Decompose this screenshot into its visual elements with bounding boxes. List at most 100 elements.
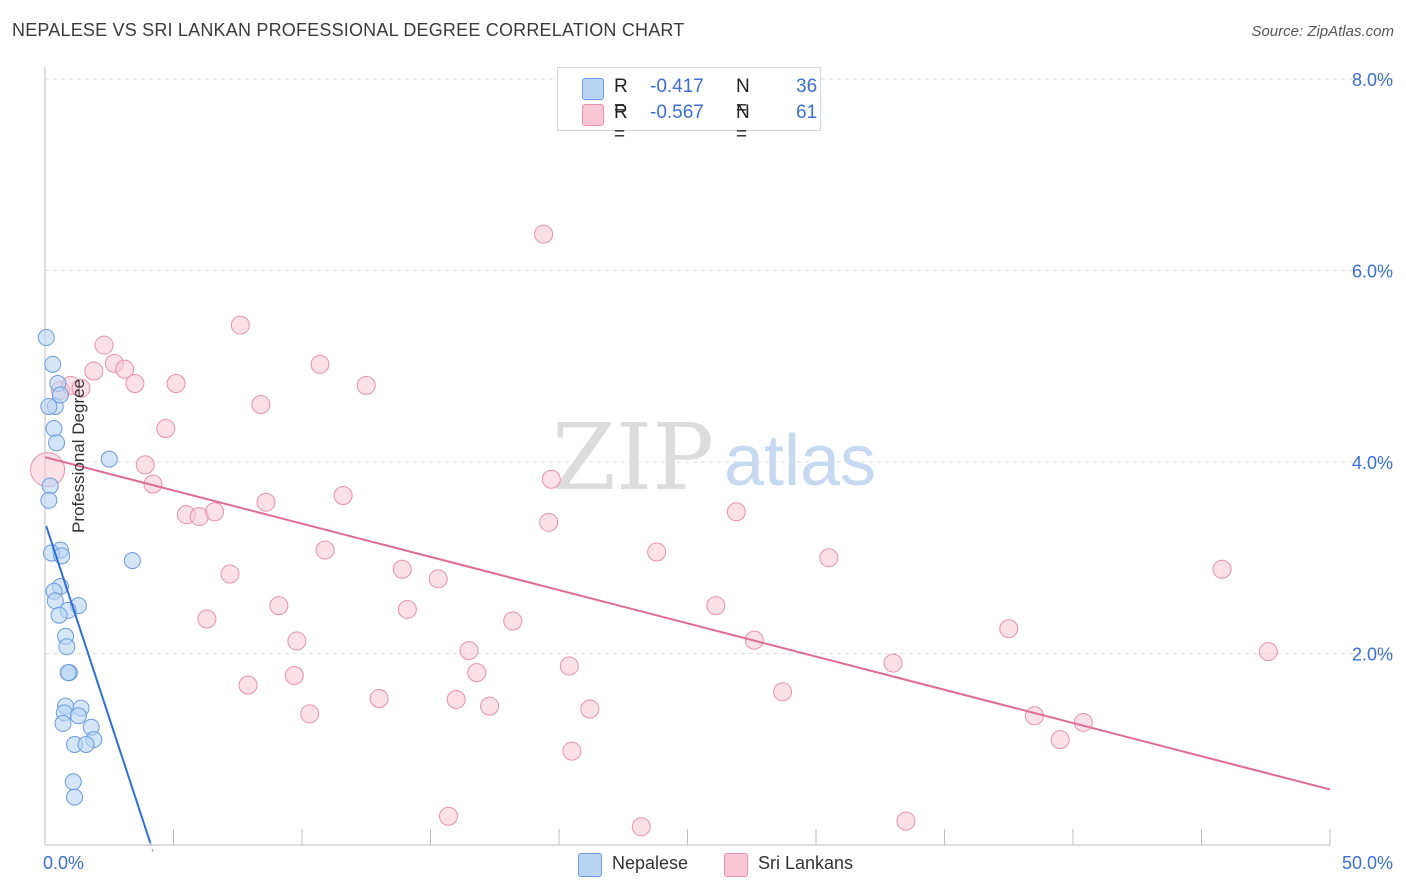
nepalese-point <box>58 638 76 656</box>
sri-lankans-point <box>125 373 145 393</box>
y-tick-label: 6.0% <box>1352 262 1393 282</box>
sri-lankans-point <box>467 663 487 683</box>
nepalese-point <box>59 664 77 682</box>
nepalese-point <box>66 788 84 806</box>
series-legend: Nepalese Sri Lankans <box>0 851 1406 877</box>
nepalese-point <box>50 606 68 624</box>
sri-lankans-swatch <box>724 853 748 877</box>
sri-lankans-point <box>647 542 667 562</box>
sri-lankans-point <box>580 699 600 719</box>
sri-lankans-point <box>631 817 651 837</box>
y-tick-label: 4.0% <box>1352 453 1393 473</box>
sri-lankans-point <box>1212 559 1232 579</box>
sri-lankans-point <box>71 378 91 398</box>
y-tick-label: 8.0% <box>1352 70 1393 90</box>
trend-lines <box>44 456 1331 853</box>
grid <box>45 78 1393 654</box>
nepalese-point <box>54 714 72 732</box>
sri-lankans-point <box>459 641 479 661</box>
sri-lankans-point <box>94 335 114 355</box>
nepalese-swatch <box>582 78 604 100</box>
nepalese-point <box>48 434 66 452</box>
sri-lankans-point <box>333 486 353 506</box>
nepalese-point <box>77 735 95 753</box>
nepalese-point <box>100 450 118 468</box>
y-tick-label: 2.0% <box>1352 645 1393 665</box>
sri-lankans-point <box>251 395 271 415</box>
nepalese-point <box>40 397 58 415</box>
x-tick-label: 50.0% <box>1342 853 1393 873</box>
sri-lankans-point <box>300 704 320 724</box>
chart-title: NEPALESE VS SRI LANKAN PROFESSIONAL DEGR… <box>12 20 685 40</box>
sri-lankans-point <box>726 502 746 522</box>
sri-lankans-point <box>773 682 793 702</box>
watermark-zip: ZIP <box>552 404 714 511</box>
sri-lankans-point <box>284 666 304 686</box>
r-label: R = <box>614 102 628 145</box>
n-value: 36 <box>796 76 818 97</box>
nepalese-point <box>64 773 82 791</box>
sri-lankans-point <box>1050 730 1070 750</box>
n-label: N = <box>736 102 750 145</box>
x-tick-label: 0.0% <box>43 853 84 873</box>
nepalese-point <box>123 552 141 570</box>
sri-lankans-point <box>84 361 104 381</box>
sri-lankans-point <box>428 569 448 589</box>
sri-lankans-point <box>541 469 561 489</box>
sri-lankans-point <box>220 564 240 584</box>
nepalese-point <box>45 419 63 437</box>
nepalese-trend-extension <box>149 842 155 853</box>
sri-lankans-point <box>166 373 186 393</box>
nepalese-point <box>40 491 58 509</box>
sri-lankans-point <box>1024 706 1044 726</box>
legend-label: Sri Lankans <box>758 853 854 873</box>
sri-lankans-point <box>287 631 307 651</box>
nepalese-point <box>44 355 62 373</box>
nepalese-point <box>37 329 55 347</box>
sri-lankans-point <box>1073 712 1093 732</box>
nepalese-point <box>41 477 59 495</box>
sri-lankans-point <box>480 696 500 716</box>
sri-lankans-point <box>397 599 417 619</box>
sri-lankans-point <box>539 512 559 532</box>
sri-lankans-point <box>197 609 217 629</box>
sri-lankans-point <box>392 559 412 579</box>
watermark-atlas: atlas <box>724 421 876 501</box>
sri-lankans-point <box>503 611 523 631</box>
source-label: Source: ZipAtlas.com <box>1251 23 1394 40</box>
r-label: R = <box>614 76 628 119</box>
sri-lankans-point <box>230 315 250 335</box>
sri-lankans-point <box>256 492 276 512</box>
sri-lankans-point <box>115 359 135 379</box>
sri-lankans-trend-line <box>44 456 1331 791</box>
r-value: -0.567 <box>650 102 704 123</box>
sri-lankans-point <box>238 675 258 695</box>
nepalese-point <box>69 707 87 725</box>
nepalese-swatch <box>578 853 602 877</box>
sri-lankans-point <box>1258 642 1278 662</box>
series-nepalese <box>37 329 141 806</box>
sri-lankans-swatch <box>582 104 604 126</box>
n-value: 61 <box>796 102 818 123</box>
sri-lankans-point <box>446 689 466 709</box>
sri-lankans-point <box>883 653 903 673</box>
sri-lankans-point <box>156 418 176 438</box>
sri-lankans-point <box>999 619 1019 639</box>
legend-label: Nepalese <box>612 853 689 873</box>
sri-lankans-point <box>135 455 155 475</box>
sri-lankans-point <box>819 548 839 568</box>
correlation-legend: R = -0.417 N = 36 R = -0.567 N = 61 <box>557 67 821 145</box>
sri-lankans-point <box>438 806 458 826</box>
sri-lankans-point <box>315 540 335 560</box>
series-sri-lankans <box>30 224 1278 837</box>
sri-lankans-point <box>269 596 289 616</box>
sri-lankans-point <box>896 811 916 831</box>
sri-lankans-point <box>143 474 163 494</box>
nepalese-trend-line <box>45 525 152 844</box>
r-value: -0.417 <box>650 76 704 97</box>
sri-lankans-point <box>356 375 376 395</box>
sri-lankans-point <box>706 596 726 616</box>
sri-lankans-point <box>369 689 389 709</box>
sri-lankans-point <box>310 354 330 374</box>
